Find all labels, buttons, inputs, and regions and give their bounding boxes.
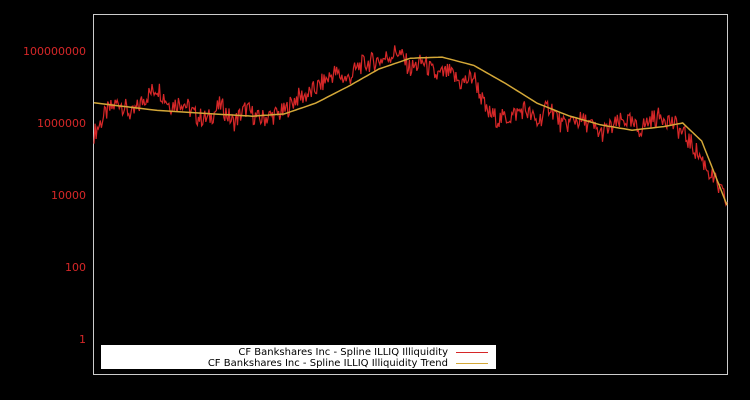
y-tick-label: 100 — [65, 261, 86, 274]
y-tick-label: 1000000 — [37, 117, 86, 130]
illiquidity-series-line — [93, 45, 728, 207]
legend-item-series: CF Bankshares Inc - Spline ILLIQ Illiqui… — [238, 346, 488, 358]
legend-item-trend: CF Bankshares Inc - Spline ILLIQ Illiqui… — [208, 357, 488, 369]
legend-label: CF Bankshares Inc - Spline ILLIQ Illiqui… — [207, 357, 448, 369]
legend-label: CF Bankshares Inc - Spline ILLIQ Illiqui… — [238, 346, 448, 358]
illiquidity-trend-line — [93, 56, 728, 206]
legend-swatch-red — [456, 351, 488, 353]
y-tick-label: 1 — [79, 333, 86, 346]
legend: CF Bankshares Inc - Spline ILLIQ Illiqui… — [101, 345, 496, 369]
y-tick-label: 10000 — [51, 189, 86, 202]
y-tick-label: 100000000 — [23, 45, 86, 58]
y-axis: 100000000 1000000 10000 100 1 — [23, 45, 86, 346]
legend-swatch-gold — [456, 362, 488, 364]
